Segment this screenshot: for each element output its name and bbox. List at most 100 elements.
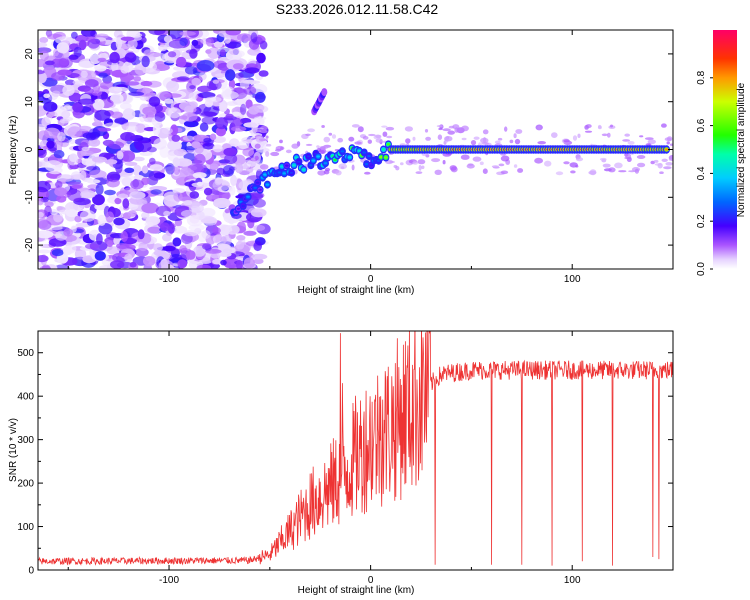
- noise-blob: [74, 34, 89, 43]
- noise-blob: [54, 187, 67, 197]
- noise-blob: [38, 249, 51, 254]
- halo-blob: [259, 164, 269, 170]
- halo-blob: [610, 124, 613, 128]
- noise-blob: [56, 195, 67, 203]
- colorbar-tick-label: 0.6: [696, 118, 707, 132]
- halo-blob: [661, 158, 668, 162]
- noise-blob: [166, 80, 180, 93]
- track-core: [357, 149, 362, 152]
- noise-blob: [161, 127, 173, 135]
- secondary-feature-blob: [321, 88, 328, 97]
- noise-blob: [87, 38, 100, 49]
- noise-blob: [202, 243, 212, 250]
- halo-blob: [412, 136, 416, 141]
- halo-blob: [514, 138, 521, 145]
- halo-blob: [625, 153, 632, 159]
- noise-blob: [179, 245, 187, 254]
- noise-blob: [38, 124, 48, 131]
- noise-blob: [45, 60, 55, 66]
- noise-blob: [38, 180, 51, 193]
- halo-blob: [607, 132, 611, 138]
- noise-blob: [61, 110, 71, 119]
- noise-blob: [180, 167, 192, 174]
- chart-title: S233.2026.012.11.58.C42: [276, 1, 439, 17]
- track-core: [316, 155, 321, 158]
- noise-blob: [104, 159, 118, 165]
- noise-blob: [193, 245, 206, 257]
- halo-blob: [461, 137, 467, 141]
- noise-blob: [182, 112, 198, 122]
- halo-blob: [513, 133, 517, 139]
- halo-blob: [415, 171, 423, 175]
- noise-blob: [192, 172, 207, 179]
- halo-blob: [273, 166, 280, 170]
- halo-blob: [460, 154, 470, 160]
- halo-blob: [431, 158, 441, 163]
- halo-blob: [517, 168, 524, 173]
- y-tick-label: 400: [17, 392, 34, 403]
- track-core: [294, 156, 299, 159]
- noise-blob: [123, 122, 141, 127]
- halo-blob: [320, 146, 326, 150]
- track-core: [263, 173, 267, 176]
- halo-blob: [258, 137, 267, 142]
- halo-blob: [373, 134, 382, 140]
- halo-blob: [644, 137, 654, 141]
- noise-blob: [55, 36, 73, 45]
- noise-blob: [162, 245, 176, 252]
- halo-blob: [445, 136, 449, 142]
- halo-blob: [661, 123, 667, 128]
- track-core: [297, 160, 301, 163]
- noise-blob: [236, 259, 243, 269]
- noise-blob: [247, 48, 261, 56]
- noise-blob: [225, 224, 240, 235]
- halo-blob: [563, 161, 570, 165]
- noise-blob: [94, 251, 106, 261]
- noise-blob: [184, 229, 199, 237]
- noise-blob: [243, 230, 257, 236]
- halo-blob: [637, 162, 646, 168]
- noise-blob: [97, 214, 107, 226]
- noise-blob: [201, 230, 211, 239]
- halo-blob: [324, 167, 331, 172]
- noise-blob: [194, 153, 206, 166]
- noise-blob: [144, 221, 154, 227]
- noise-blob: [44, 201, 54, 208]
- noise-blob: [209, 133, 217, 141]
- noise-blob: [173, 164, 181, 175]
- noise-blob: [177, 259, 188, 269]
- track-core: [362, 151, 367, 154]
- halo-blob: [305, 143, 313, 146]
- noise-blob: [120, 36, 135, 41]
- spectrogram-x-axis-label: Height of straight line (km): [298, 285, 415, 296]
- halo-blob: [666, 136, 673, 142]
- noise-blob: [219, 103, 228, 113]
- spectrogram-y-ticks: 20 10 0 -10 -20: [24, 48, 673, 252]
- noise-blob: [183, 200, 193, 206]
- halo-blob: [434, 169, 442, 175]
- y-tick-label: 0: [24, 146, 35, 152]
- halo-blob: [555, 171, 564, 176]
- noise-blob: [38, 211, 44, 218]
- noise-blob: [97, 57, 107, 63]
- noise-blob: [170, 124, 179, 136]
- track-core: [347, 156, 352, 159]
- halo-blob: [447, 130, 456, 135]
- noise-blob: [104, 189, 116, 196]
- halo-blob: [368, 133, 376, 137]
- halo-blob: [259, 129, 268, 134]
- noise-blob: [38, 70, 45, 75]
- noise-blob: [152, 124, 161, 136]
- track-core: [253, 186, 258, 189]
- noise-blob: [191, 39, 199, 47]
- halo-blob: [246, 166, 254, 173]
- noise-blob: [113, 217, 125, 226]
- noise-blob: [84, 87, 94, 95]
- track-core: [289, 171, 294, 174]
- noise-blob: [209, 163, 219, 170]
- noise-blob: [251, 253, 268, 260]
- halo-blob: [270, 151, 280, 157]
- halo-blob: [305, 133, 311, 136]
- noise-blob: [78, 39, 87, 51]
- noise-blob: [84, 70, 97, 80]
